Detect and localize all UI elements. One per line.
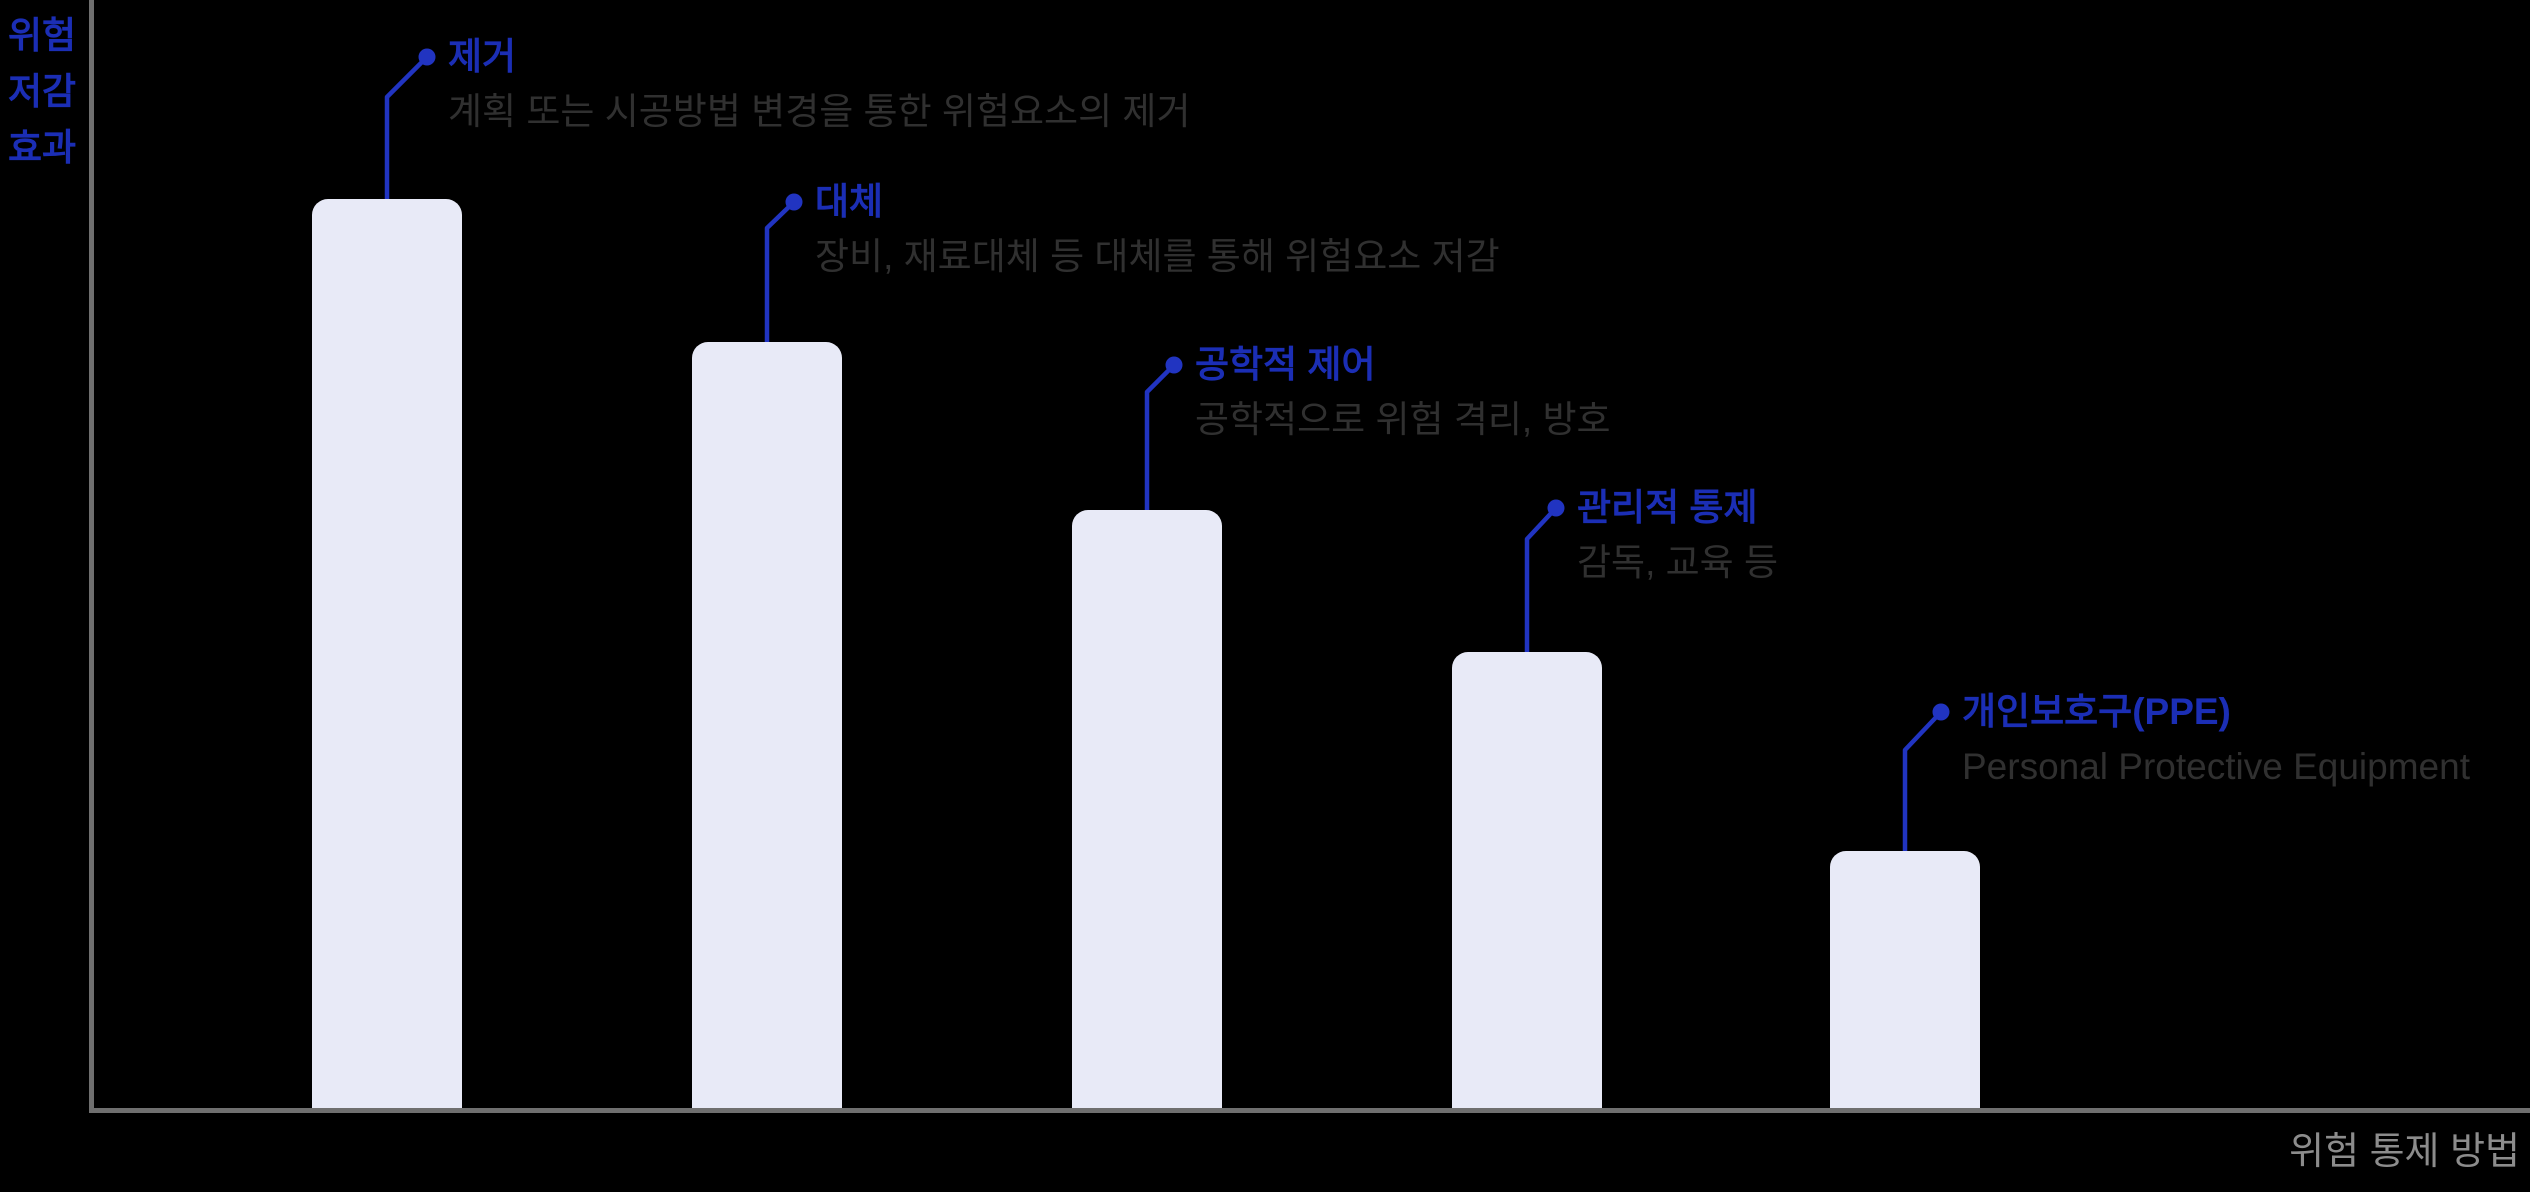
bar-description-4: 감독, 교육 등	[1577, 542, 1779, 583]
bar-description-1: 계획 또는 시공방법 변경을 통한 위험요소의 제거	[448, 91, 1191, 132]
bar-label-3: 공학적 제어	[1195, 344, 1376, 385]
bar-description-3: 공학적으로 위험 격리, 방호	[1195, 399, 1611, 440]
x-axis-label: 위험 통제 방법	[2289, 1131, 2520, 1173]
leader-line-5	[1902, 710, 1943, 851]
leader-line-4	[1524, 506, 1558, 652]
bar-label-4: 관리적 통제	[1577, 487, 1758, 528]
bar-4	[1452, 652, 1602, 1108]
leader-dot-2	[785, 193, 803, 211]
x-axis-line	[89, 1108, 2530, 1113]
bar-label-1: 제거	[448, 36, 517, 77]
bar-3	[1072, 510, 1222, 1108]
leader-line-2	[764, 200, 796, 342]
leader-dot-3	[1165, 356, 1183, 374]
bar-1	[312, 199, 462, 1108]
leader-dot-1	[418, 48, 436, 66]
leader-dot-5	[1932, 703, 1950, 721]
bar-description-2: 장비, 재료대체 등 대체를 통해 위험요소 저감	[815, 236, 1500, 277]
y-axis-label-line3: 효과	[8, 127, 77, 168]
bar-description-5: Personal Protective Equipment	[1962, 746, 2470, 787]
y-axis-label-line1: 위험	[8, 15, 77, 56]
leader-dot-4	[1547, 499, 1565, 517]
bar-label-2: 대체	[815, 181, 884, 222]
bar-label-5: 개인보호구(PPE)	[1962, 691, 2231, 732]
bar-annotation-5: 개인보호구(PPE) Personal Protective Equipment	[1962, 693, 2470, 787]
leader-line-3	[1144, 363, 1176, 510]
bar-2	[692, 342, 842, 1108]
leader-line-1	[384, 55, 429, 199]
y-axis-label: 위험 저감 효과	[8, 8, 76, 176]
y-axis-line	[89, 0, 94, 1113]
bar-5	[1830, 851, 1980, 1108]
y-axis-label-line2: 저감	[8, 71, 77, 112]
